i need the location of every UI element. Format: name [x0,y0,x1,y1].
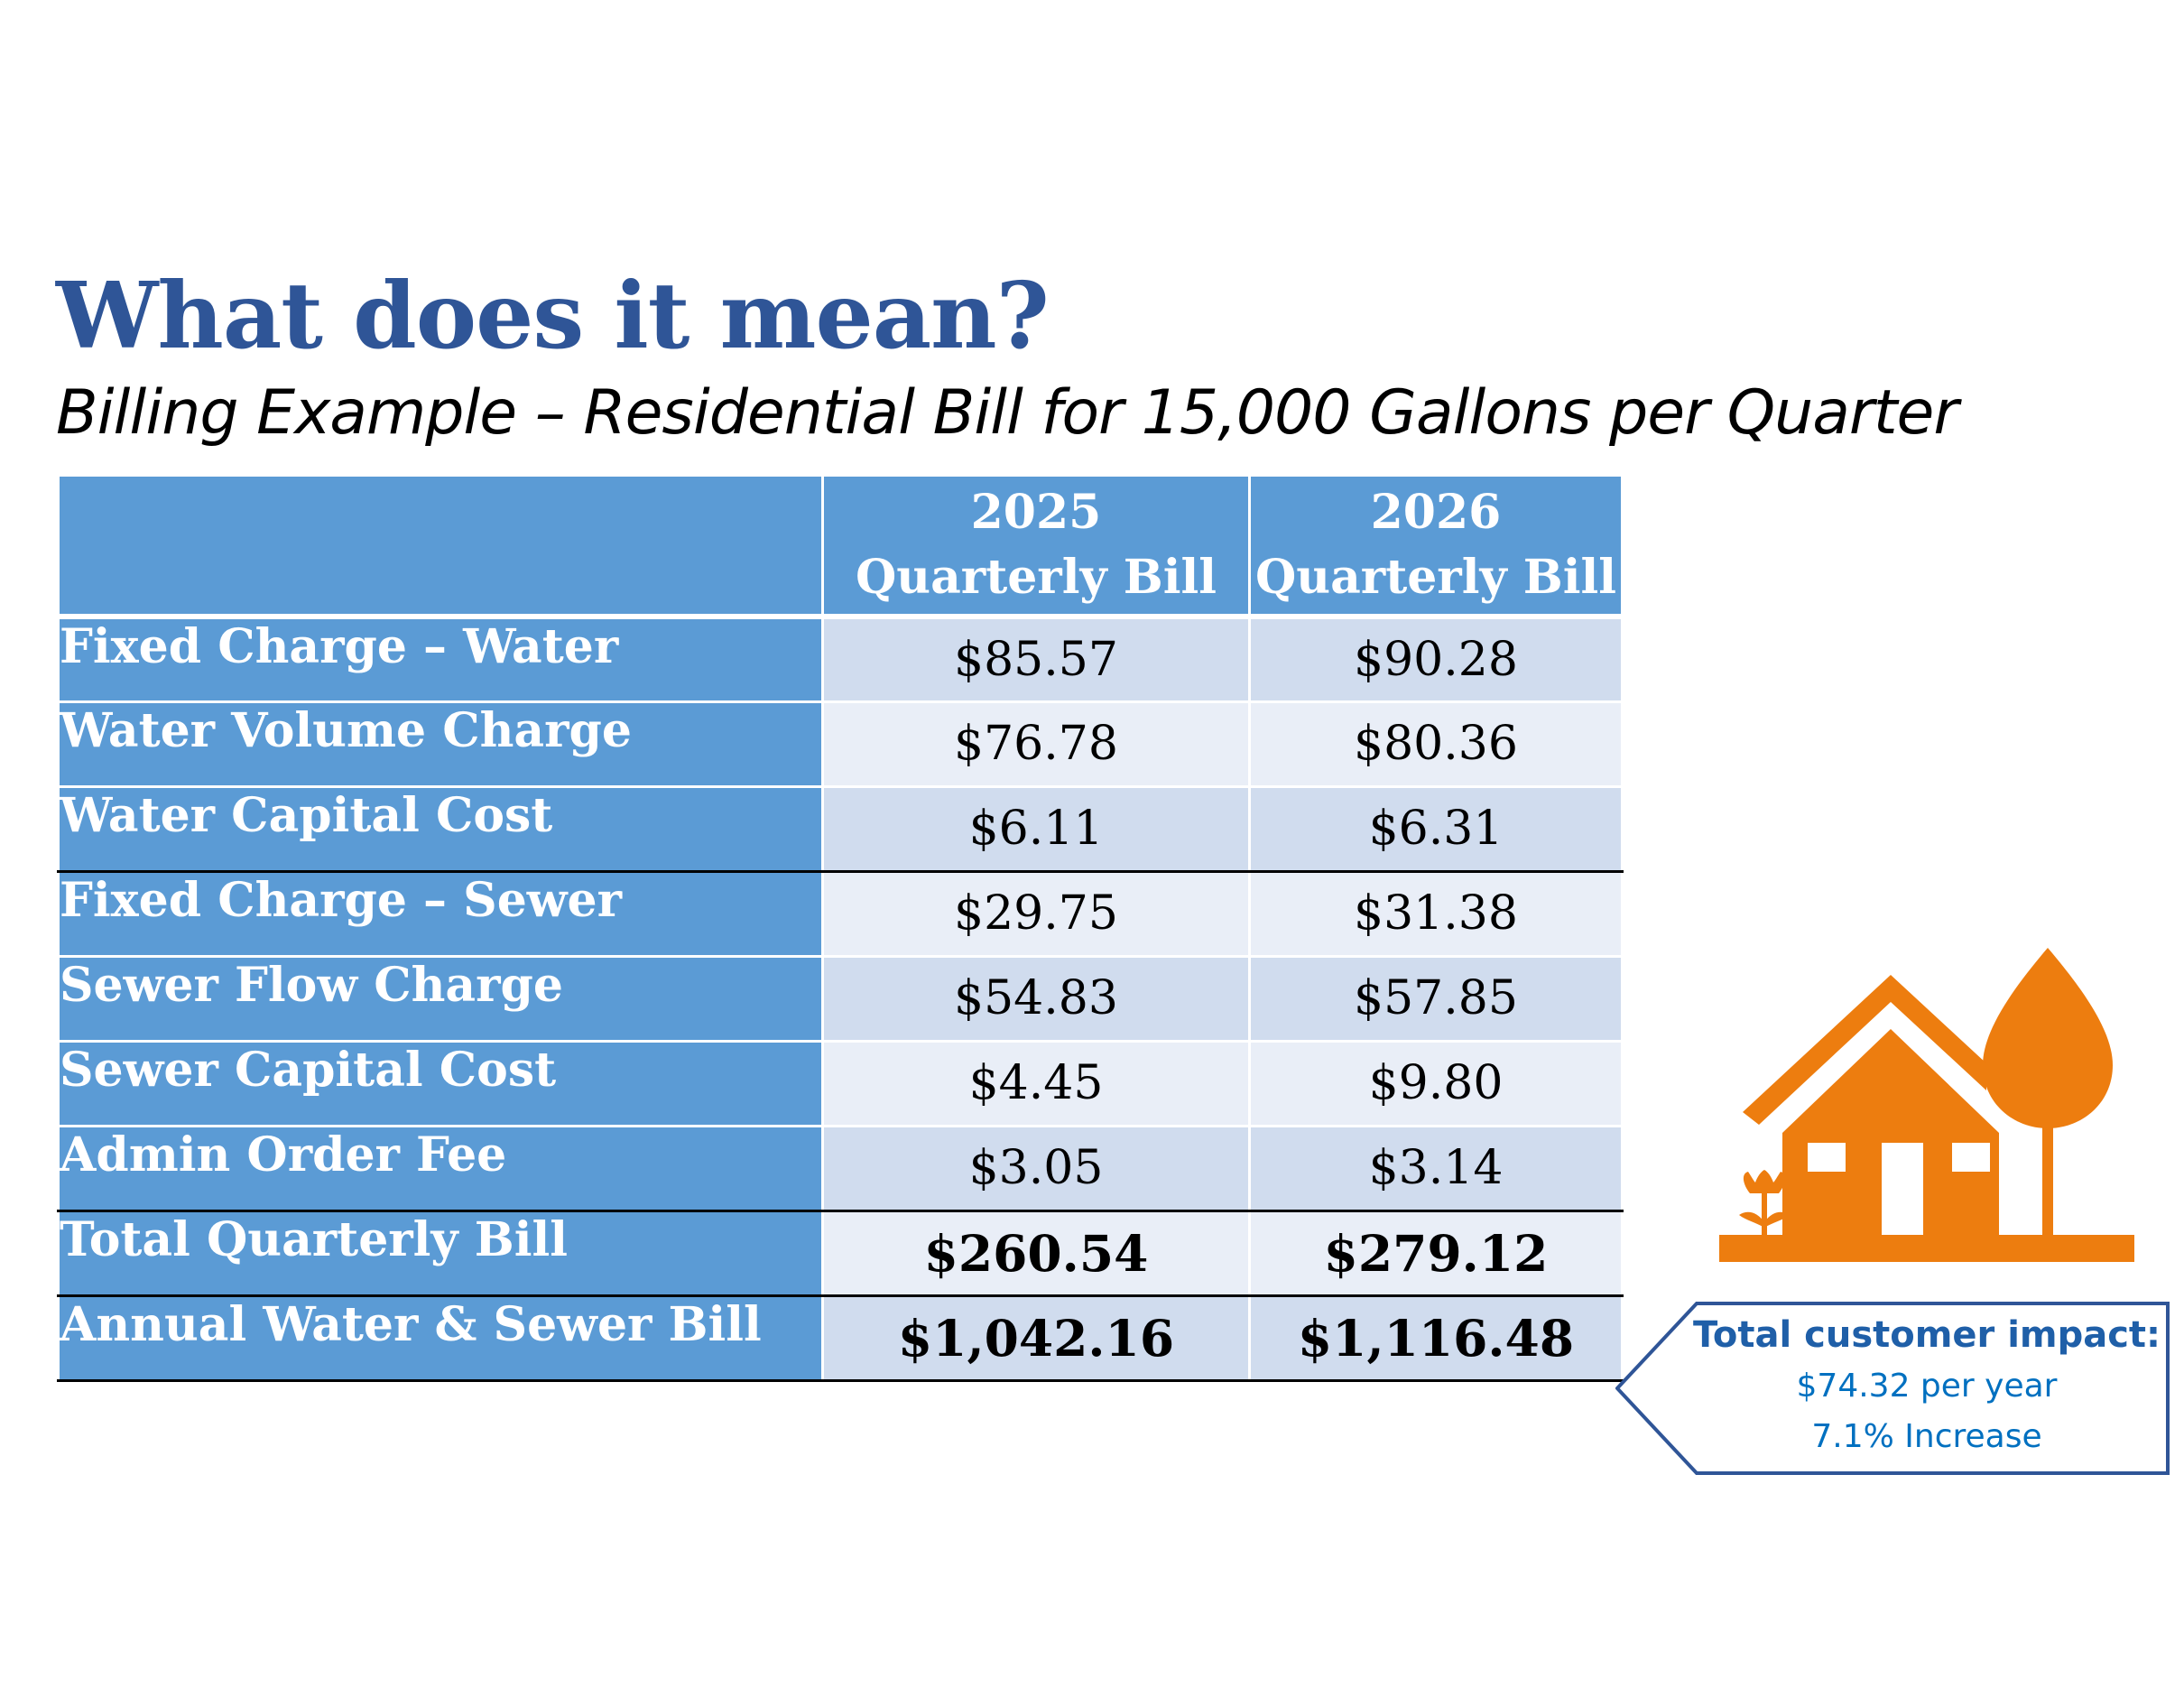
header-cell-2026: 2026 Quarterly Bill [1248,477,1624,619]
value-2025: $76.78 [821,700,1251,788]
value-2026: $90.28 [1248,615,1624,703]
value-2026: $31.38 [1248,869,1624,958]
value-2026: $9.80 [1248,1039,1624,1127]
value-2025: $54.83 [821,954,1251,1043]
row-label: Water Volume Charge [57,700,824,788]
value-2026: $6.31 [1248,784,1624,873]
value-2025: $1,042.16 [821,1294,1251,1382]
header-cell-2025: 2025 Quarterly Bill [821,477,1251,619]
value-2025: $6.11 [821,784,1251,873]
header-year: 2026 [1370,485,1502,540]
house-with-tree-icon [1719,948,2134,1262]
table-row: Fixed Charge – Water $85.57 $90.28 [57,615,1624,703]
callout-annual-impact: $74.32 per year [1796,1368,2058,1405]
flower-shape [1743,1170,1786,1193]
flower-stem-shape [1762,1192,1767,1237]
header-caption: Quarterly Bill [856,550,1217,605]
row-label: Annual Water & Sewer Bill [57,1294,824,1382]
value-2026: $279.12 [1248,1209,1624,1297]
annual-row: Annual Water & Sewer Bill $1,042.16 $1,1… [57,1294,1624,1382]
table-row: Water Capital Cost $6.11 $6.31 [57,784,1624,873]
roof-shape [1743,975,1986,1125]
value-2025: $85.57 [821,615,1251,703]
callout-percent-increase: 7.1% Increase [1811,1418,2042,1455]
page-title: What does it mean? [56,262,1050,369]
value-2026: $80.36 [1248,700,1624,788]
total-row: Total Quarterly Bill $260.54 $279.12 [57,1209,1624,1297]
callout-arrow-shape [1615,1302,2170,1475]
value-2026: $1,116.48 [1248,1294,1624,1382]
tree-crown-shape [1983,948,2113,1128]
callout-title: Total customer impact: [1692,1314,2161,1356]
table-row: Admin Order Fee $3.05 $3.14 [57,1124,1624,1212]
header-cell-blank [57,477,824,619]
value-2026: $57.85 [1248,954,1624,1043]
row-label: Fixed Charge – Water [57,615,824,703]
page-subtitle: Billing Example – Residential Bill for 1… [56,377,1958,449]
callout-box [1615,1302,2170,1475]
row-label: Sewer Flow Charge [57,954,824,1043]
ground-shape [1719,1235,2134,1262]
table-row: Sewer Flow Charge $54.83 $57.85 [57,954,1624,1043]
table-header-row: 2025 Quarterly Bill 2026 Quarterly Bill [57,477,1624,619]
header-caption: Quarterly Bill [1255,550,1616,605]
table-row: Fixed Charge – Sewer $29.75 $31.38 [57,869,1624,958]
value-2025: $4.45 [821,1039,1251,1127]
row-label: Admin Order Fee [57,1124,824,1212]
leaf-left-shape [1739,1211,1764,1228]
header-year: 2025 [970,485,1102,540]
row-label: Fixed Charge – Sewer [57,869,824,958]
house-body-shape [1782,1029,1999,1235]
row-label: Water Capital Cost [57,784,824,873]
value-2025: $29.75 [821,869,1251,958]
value-2026: $3.14 [1248,1124,1624,1212]
table-row: Water Volume Charge $76.78 $80.36 [57,700,1624,788]
billing-table: 2025 Quarterly Bill 2026 Quarterly Bill … [57,477,1624,1382]
value-2025: $260.54 [821,1209,1251,1297]
row-label: Total Quarterly Bill [57,1209,824,1297]
callout-content: Total customer impact: $74.32 per year 7… [1688,1309,2166,1462]
value-2025: $3.05 [821,1124,1251,1212]
row-label: Sewer Capital Cost [57,1039,824,1127]
table-row: Sewer Capital Cost $4.45 $9.80 [57,1039,1624,1127]
